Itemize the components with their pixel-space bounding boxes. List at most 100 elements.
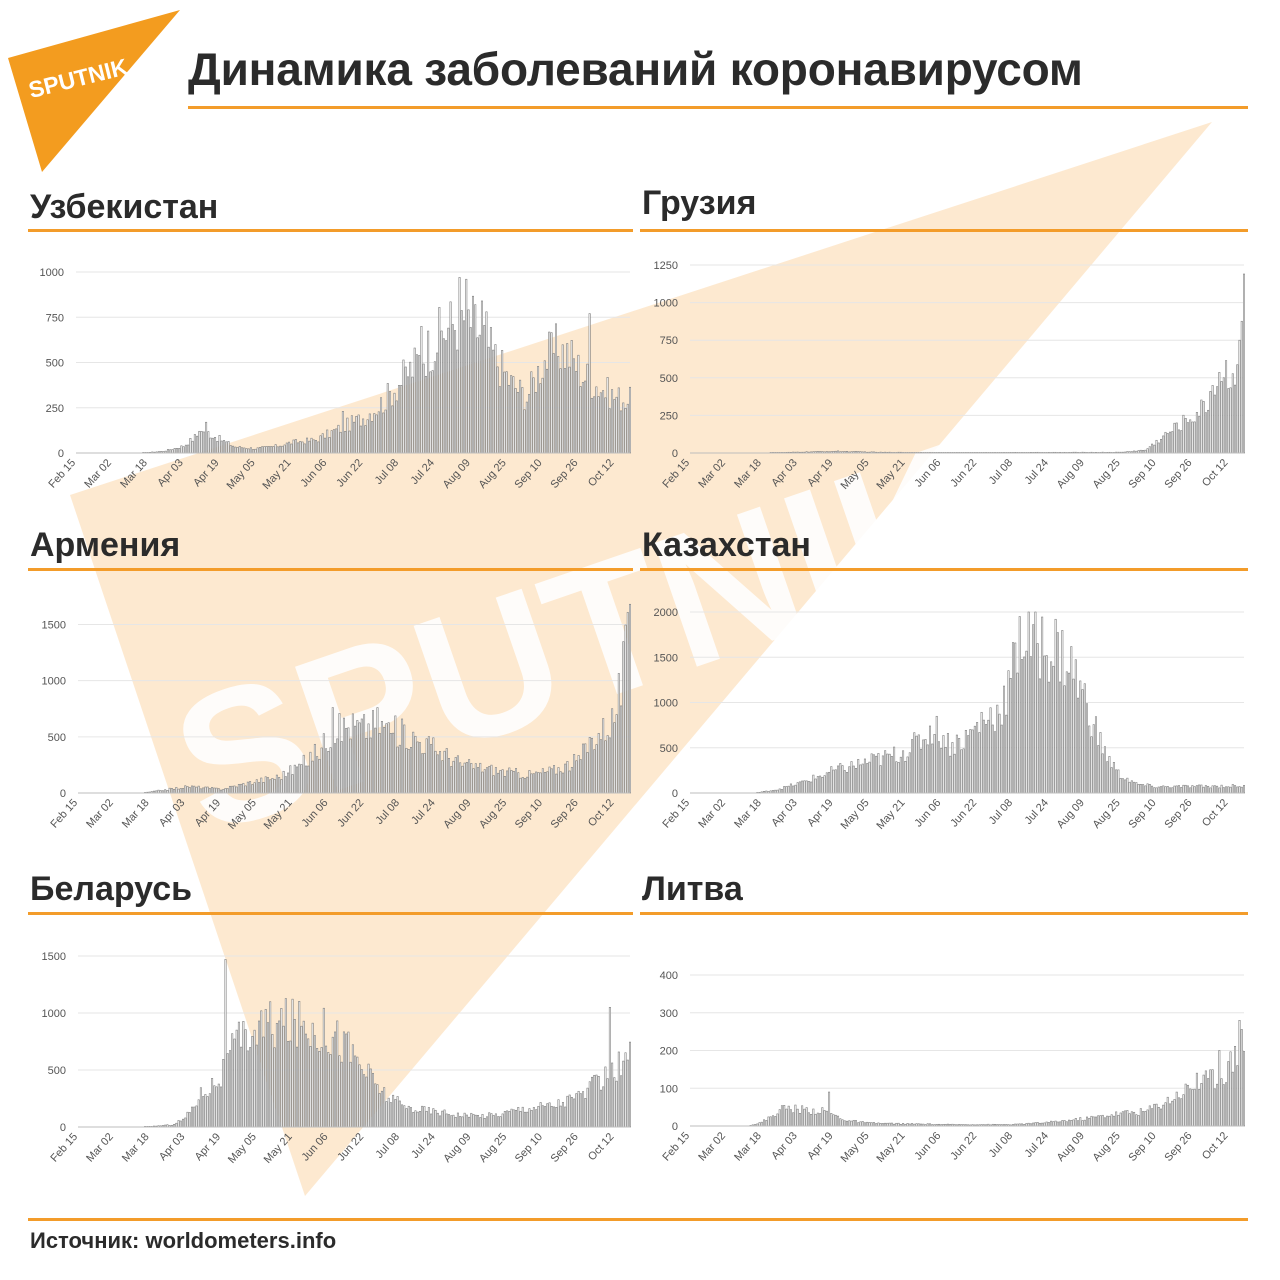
bar: [470, 763, 473, 794]
bar: [412, 1112, 415, 1128]
bar: [539, 383, 542, 454]
bar: [269, 1001, 272, 1128]
bar: [477, 1114, 480, 1128]
bar: [870, 1122, 873, 1127]
bar: [477, 767, 480, 794]
bar: [345, 1033, 348, 1128]
y-tick-label: 0: [60, 788, 66, 800]
bar: [494, 767, 497, 794]
bar: [1231, 784, 1234, 794]
bar: [166, 449, 169, 454]
bar: [868, 761, 871, 794]
x-tick-label: Aug 09: [1055, 457, 1087, 491]
bar: [1106, 1115, 1109, 1127]
bar: [407, 1105, 410, 1128]
bar: [489, 327, 492, 454]
bar: [1072, 678, 1075, 794]
bar: [613, 722, 616, 794]
bar: [597, 733, 600, 794]
bar: [187, 444, 190, 454]
bar: [1027, 611, 1030, 794]
bar: [485, 767, 488, 794]
bar: [1229, 1051, 1232, 1127]
bar: [173, 789, 176, 794]
bar: [252, 449, 255, 454]
bar: [1175, 785, 1178, 794]
bar: [539, 772, 542, 794]
bar: [357, 414, 360, 454]
bar: [1155, 787, 1158, 794]
bar: [550, 1105, 553, 1128]
x-tick-label: Apr 03: [155, 457, 186, 489]
bar: [1011, 642, 1014, 794]
bar: [544, 1106, 547, 1128]
bar: [870, 753, 873, 794]
bar: [299, 441, 302, 454]
bar: [1184, 784, 1187, 794]
bar: [488, 1112, 491, 1128]
bar: [200, 431, 203, 454]
chart-kazakhstan: 0 500 1000 1500 2000 Feb 15 Mar 02 Mar 18 Apr 03…: [654, 607, 1245, 832]
x-tick-label: Jul 24: [409, 457, 438, 487]
bar: [441, 760, 444, 794]
bar: [796, 782, 799, 794]
bar: [289, 1040, 292, 1128]
bar: [499, 1116, 502, 1128]
bar: [810, 781, 813, 794]
x-tick-label: May 21: [874, 457, 907, 492]
bar: [803, 780, 806, 794]
bar: [325, 1045, 328, 1128]
bar: [300, 764, 303, 794]
bar: [281, 445, 284, 454]
bar: [204, 786, 207, 794]
bar: [1222, 787, 1225, 794]
x-tick-label: Mar 18: [732, 1130, 764, 1163]
bar: [915, 735, 918, 794]
bar: [789, 783, 792, 794]
bar: [837, 1115, 840, 1127]
bar: [211, 787, 214, 794]
bar: [1202, 786, 1205, 794]
bar: [620, 1075, 623, 1128]
bar: [906, 756, 909, 794]
bar: [568, 366, 571, 454]
bar: [374, 1083, 377, 1128]
bar: [1070, 646, 1073, 794]
bar: [1164, 786, 1167, 794]
x-tick-label: Sep 26: [1162, 457, 1194, 491]
bar: [577, 354, 580, 454]
bar: [314, 440, 317, 454]
bar: [319, 435, 322, 454]
bar: [266, 777, 269, 794]
bar: [1238, 339, 1241, 454]
x-tick-label: Apr 19: [193, 1131, 224, 1163]
bar: [374, 727, 377, 794]
bar: [264, 776, 267, 794]
bar: [280, 1008, 283, 1128]
bar: [586, 363, 589, 454]
bar: [1162, 1104, 1165, 1127]
bar: [497, 772, 500, 794]
bar: [350, 415, 353, 454]
bar: [1166, 786, 1169, 794]
bar: [308, 440, 311, 454]
bar: [313, 743, 316, 794]
x-tick-label: Sep 26: [548, 457, 580, 491]
bar: [584, 380, 587, 454]
bar: [240, 783, 243, 794]
bar: [1045, 1121, 1048, 1127]
bar: [494, 1113, 497, 1128]
bar: [269, 779, 272, 794]
bar: [532, 773, 535, 794]
bar: [519, 777, 522, 794]
bar: [287, 772, 290, 794]
x-tick-label: Apr 03: [157, 797, 188, 829]
bar: [1090, 1115, 1093, 1127]
bar: [271, 1034, 274, 1128]
bar: [608, 737, 611, 794]
bar: [841, 765, 844, 794]
bar: [298, 1001, 301, 1128]
bar: [530, 1110, 533, 1128]
bar: [351, 713, 354, 794]
bar: [416, 1111, 419, 1128]
